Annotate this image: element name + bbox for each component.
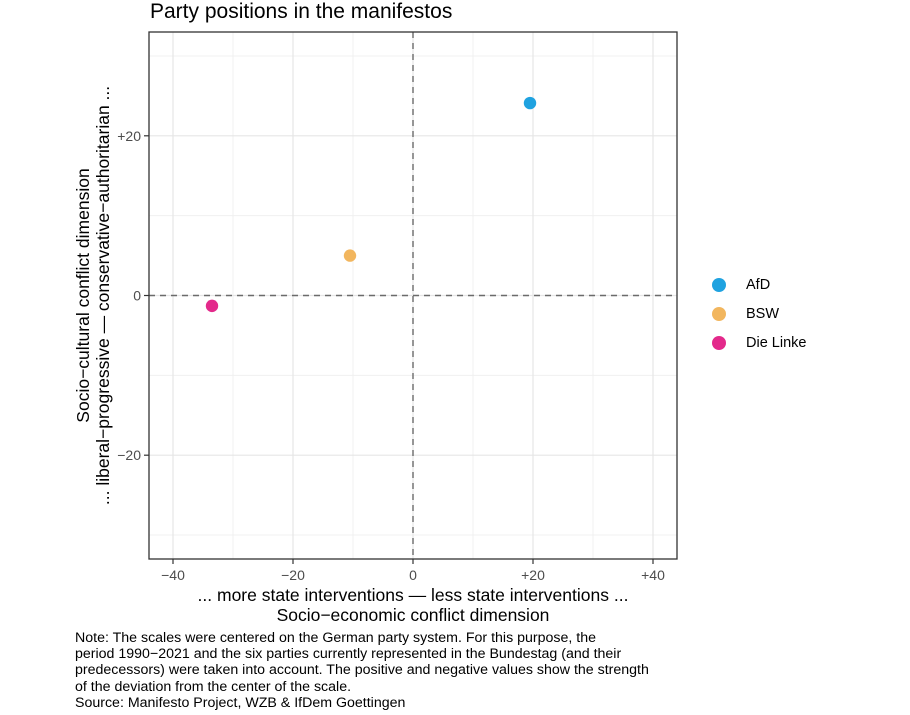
x-axis-label-title: Socio−economic conflict dimension: [277, 605, 550, 625]
legend-label-afd: AfD: [746, 276, 771, 293]
y-tick-label: 0: [133, 288, 141, 304]
note-line: of the deviation from the center of the …: [75, 678, 352, 695]
note-line: period 1990−2021 and the six parties cur…: [75, 646, 622, 663]
x-tick-label: −20: [281, 567, 305, 583]
legend-key-die-linke: [712, 335, 726, 350]
chart-note: Note: The scales were centered on the Ge…: [75, 630, 715, 711]
legend-item-die-linke: Die Linke: [708, 328, 806, 357]
note-line: Note: The scales were centered on the Ge…: [75, 630, 596, 646]
y-tick-label: −20: [117, 447, 141, 463]
data-point-afd: [523, 96, 537, 110]
data-point-die-linke: [205, 299, 219, 313]
chart-title: Party positions in the manifestos: [150, 0, 453, 23]
legend: AfD BSW Die Linke: [708, 270, 806, 357]
legend-label-bsw: BSW: [746, 305, 780, 322]
legend-key-afd: [712, 277, 726, 292]
x-tick-label: 0: [409, 567, 417, 583]
legend-item-afd: AfD: [708, 270, 806, 299]
note-line: predecessors) were taken into account. T…: [75, 662, 649, 679]
x-axis-label-direction: ... more state interventions — less stat…: [198, 585, 629, 605]
y-axis-label-direction: ... liberal−progressive — conservative−a…: [93, 86, 113, 505]
x-tick-label: +20: [521, 567, 545, 583]
legend-item-bsw: BSW: [708, 299, 806, 328]
source-line: Source: Manifesto Project, WZB & IfDem G…: [75, 694, 406, 711]
legend-key-bsw: [712, 306, 726, 321]
x-tick-label: +40: [641, 567, 665, 583]
y-tick-label: +20: [117, 128, 141, 144]
legend-label-die-linke: Die Linke: [746, 334, 807, 351]
data-point-bsw: [343, 249, 357, 262]
x-tick-label: −40: [161, 567, 185, 583]
y-axis-label-title: Socio−cultural conflict dimension: [73, 168, 93, 422]
